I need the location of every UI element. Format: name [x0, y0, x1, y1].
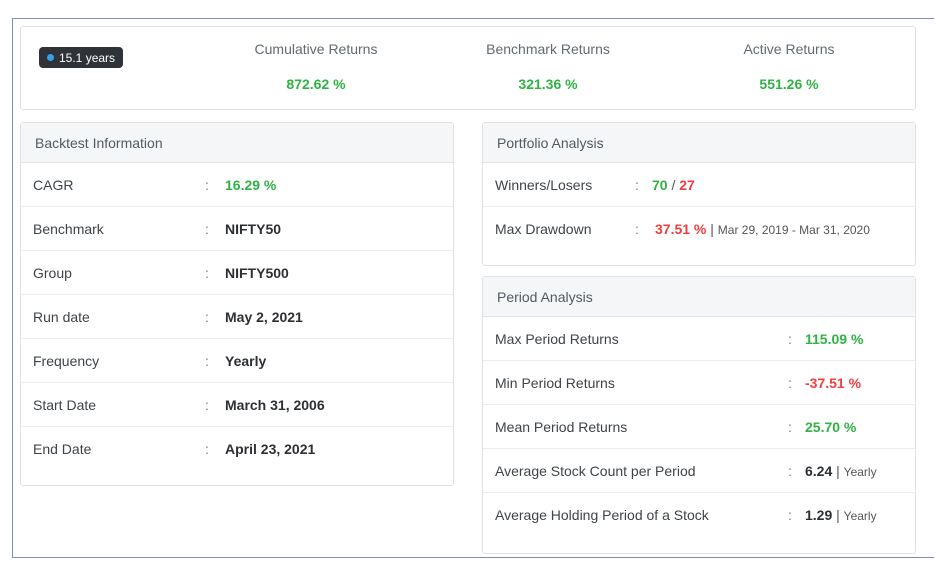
active-returns-label: Active Returns [743, 41, 835, 57]
period-row-key: Mean Period Returns [495, 418, 628, 435]
portfolio-analysis-panel: Portfolio Analysis Winners/Losers : 70 /… [482, 122, 916, 266]
period-row-avg-holding: Average Holding Period of a Stock : 1.29… [483, 493, 915, 537]
period-row-value: -37.51 % [805, 374, 862, 391]
max-drawdown-divider: | [710, 221, 714, 237]
period-row-value: 6.24 | Yearly [805, 463, 877, 479]
duration-badge: 15.1 years [39, 47, 124, 68]
max-drawdown-key: Max Drawdown [495, 221, 592, 237]
period-row-key: Min Period Returns [495, 374, 615, 391]
max-drawdown-value: 37.51 % | Mar 29, 2019 - Mar 31, 2020 [655, 221, 870, 237]
backtest-row-benchmark: Benchmark : NIFTY50 [21, 207, 453, 251]
backtest-row-start-date: Start Date : March 31, 2006 [21, 383, 453, 427]
portfolio-analysis-title: Portfolio Analysis [483, 123, 915, 163]
max-drawdown-row: Max Drawdown : 37.51 % | Mar 29, 2019 - … [483, 207, 915, 251]
period-row-value: 25.70 % [805, 418, 857, 435]
benchmark-returns-stat: Benchmark Returns 321.36 % [438, 41, 658, 92]
period-analysis-panel: Period Analysis Max Period Returns : 115… [482, 276, 916, 554]
backtest-row-key: Benchmark [33, 220, 104, 237]
avg-holding-number: 1.29 [805, 507, 833, 523]
row-colon: : [205, 220, 209, 237]
row-colon: : [788, 418, 792, 435]
cumulative-returns-stat: Cumulative Returns 872.62 % [206, 41, 426, 92]
row-colon: : [205, 441, 209, 457]
backtest-row-key: End Date [33, 441, 92, 457]
avg-holding-unit: Yearly [843, 509, 877, 523]
max-drawdown-range: Mar 29, 2019 - Mar 31, 2020 [717, 223, 870, 237]
period-row-key: Average Stock Count per Period [495, 462, 696, 479]
content-frame [12, 18, 934, 558]
row-colon: : [788, 462, 792, 479]
benchmark-returns-value: 321.36 % [518, 76, 578, 92]
backtest-row-key: Start Date [33, 396, 97, 413]
avg-holding-divider: | [836, 507, 840, 523]
losers-count: 27 [679, 176, 695, 193]
backtest-row-run-date: Run date : May 2, 2021 [21, 295, 453, 339]
max-drawdown-percent: 37.51 % [655, 221, 707, 237]
row-colon: : [788, 374, 792, 391]
avg-stock-count-number: 6.24 [805, 462, 833, 479]
row-colon: : [205, 308, 209, 325]
active-returns-value: 551.26 % [759, 76, 819, 92]
backtest-row-value: 16.29 % [225, 176, 277, 193]
row-colon: : [205, 352, 209, 369]
row-colon: : [205, 264, 209, 281]
row-colon: : [205, 396, 209, 413]
backtest-row-frequency: Frequency : Yearly [21, 339, 453, 383]
period-row-value: 1.29 | Yearly [805, 507, 877, 523]
winners-losers-slash: / [671, 176, 676, 193]
backtest-information-panel: Backtest Information CAGR : 16.29 % Benc… [20, 122, 454, 486]
row-colon: : [788, 330, 792, 347]
period-row-min: Min Period Returns : -37.51 % [483, 361, 915, 405]
backtest-row-key: CAGR [33, 176, 74, 193]
backtest-row-value: NIFTY50 [225, 220, 282, 237]
row-colon: : [635, 176, 639, 193]
winners-losers-key: Winners/Losers [495, 176, 593, 193]
active-returns-stat: Active Returns 551.26 % [679, 41, 899, 92]
avg-stock-count-unit: Yearly [843, 464, 877, 479]
avg-stock-count-divider: | [836, 462, 840, 479]
backtest-row-value: May 2, 2021 [225, 308, 303, 325]
backtest-row-key: Run date [33, 308, 90, 325]
period-row-key: Max Period Returns [495, 330, 619, 347]
row-colon: : [205, 176, 209, 193]
backtest-row-key: Group [33, 264, 72, 281]
backtest-row-value: NIFTY500 [225, 264, 289, 281]
period-row-mean: Mean Period Returns : 25.70 % [483, 405, 915, 449]
period-row-value: 115.09 % [805, 330, 864, 347]
backtest-row-value: April 23, 2021 [225, 441, 316, 457]
backtest-information-title: Backtest Information [21, 123, 453, 163]
winners-losers-value: 70 / 27 [652, 177, 695, 193]
duration-badge-label: 15.1 years [59, 50, 116, 65]
row-colon: : [788, 507, 792, 523]
winners-losers-row: Winners/Losers : 70 / 27 [483, 163, 915, 207]
backtest-row-value: Yearly [225, 352, 267, 369]
backtest-row-group: Group : NIFTY500 [21, 251, 453, 295]
benchmark-returns-label: Benchmark Returns [486, 41, 610, 57]
period-row-key: Average Holding Period of a Stock [495, 507, 709, 523]
backtest-row-key: Frequency [33, 352, 100, 369]
status-dot-icon [47, 54, 54, 61]
backtest-row-cagr: CAGR : 16.29 % [21, 163, 453, 207]
backtest-row-end-date: End Date : April 23, 2021 [21, 427, 453, 471]
backtest-row-value: March 31, 2006 [225, 396, 325, 413]
returns-summary-card: 15.1 years Cumulative Returns 872.62 % B… [20, 26, 916, 110]
period-row-avg-stock-count: Average Stock Count per Period : 6.24 | … [483, 449, 915, 493]
period-row-max: Max Period Returns : 115.09 % [483, 317, 915, 361]
cumulative-returns-value: 872.62 % [286, 76, 346, 92]
cumulative-returns-label: Cumulative Returns [254, 41, 378, 57]
winners-count: 70 [652, 176, 668, 193]
row-colon: : [635, 221, 639, 237]
period-analysis-title: Period Analysis [483, 277, 915, 317]
